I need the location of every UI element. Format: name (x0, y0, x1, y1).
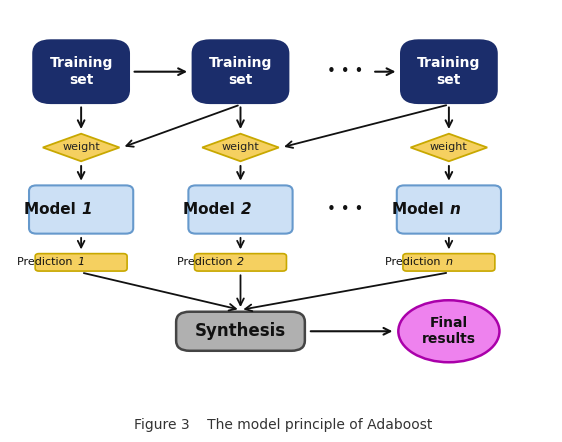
FancyBboxPatch shape (176, 312, 305, 351)
FancyBboxPatch shape (35, 254, 127, 271)
FancyBboxPatch shape (29, 185, 133, 234)
Text: weight: weight (221, 142, 260, 152)
Text: • • •: • • • (327, 202, 363, 217)
Text: Model: Model (184, 202, 241, 217)
Text: Prediction: Prediction (385, 257, 444, 267)
Text: Model: Model (392, 202, 449, 217)
Text: 1: 1 (81, 202, 92, 217)
FancyBboxPatch shape (401, 41, 496, 103)
Text: 2: 2 (237, 257, 244, 267)
Polygon shape (43, 134, 120, 161)
Text: Prediction: Prediction (17, 257, 76, 267)
Ellipse shape (398, 300, 500, 362)
FancyBboxPatch shape (397, 185, 501, 234)
Text: weight: weight (430, 142, 468, 152)
FancyBboxPatch shape (193, 41, 288, 103)
Text: Training
set: Training set (209, 56, 272, 87)
Polygon shape (411, 134, 487, 161)
Text: Figure 3    The model principle of Adaboost: Figure 3 The model principle of Adaboost (134, 419, 433, 432)
Text: Prediction: Prediction (176, 257, 235, 267)
Polygon shape (202, 134, 279, 161)
Text: weight: weight (62, 142, 100, 152)
FancyBboxPatch shape (34, 41, 129, 103)
Text: 2: 2 (241, 202, 252, 217)
Text: Training
set: Training set (49, 56, 113, 87)
Text: 1: 1 (78, 257, 84, 267)
FancyBboxPatch shape (194, 254, 287, 271)
Text: Synthesis: Synthesis (195, 322, 286, 340)
Text: n: n (450, 202, 460, 217)
FancyBboxPatch shape (403, 254, 495, 271)
Text: • • •: • • • (327, 64, 363, 79)
FancyBboxPatch shape (188, 185, 293, 234)
Text: Training
set: Training set (417, 56, 481, 87)
Text: Model: Model (24, 202, 81, 217)
Text: Final
results: Final results (422, 316, 476, 347)
Text: n: n (445, 257, 452, 267)
